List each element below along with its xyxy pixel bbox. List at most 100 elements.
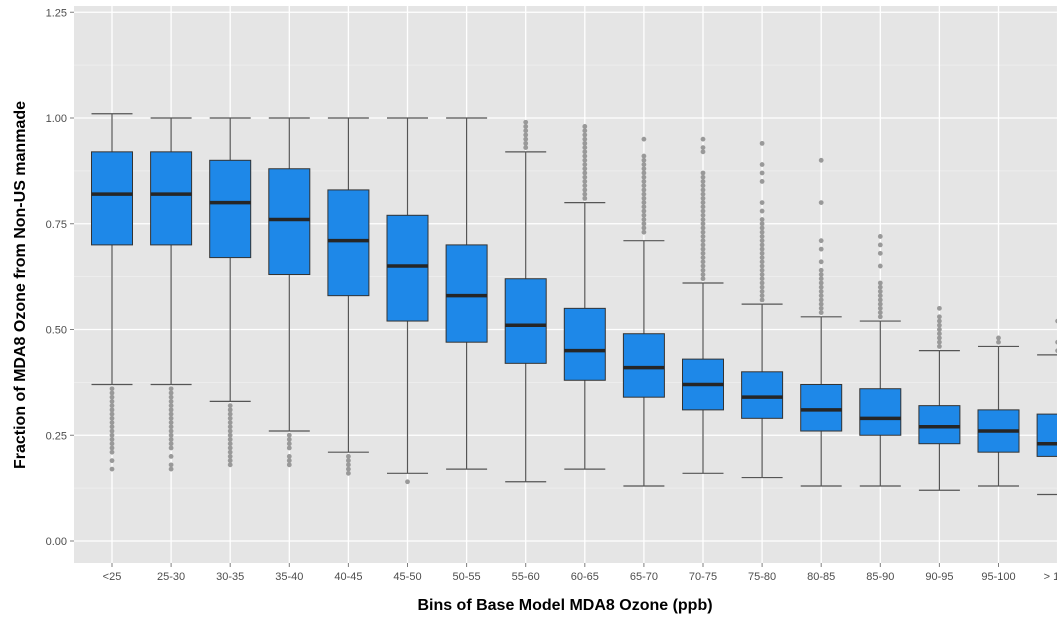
box-45-50 xyxy=(386,117,429,485)
outlier-point xyxy=(700,191,706,197)
y-axis-title: Fraction of MDA8 Ozone from Non-US manma… xyxy=(12,101,29,469)
outlier-point xyxy=(877,305,883,311)
outlier-point xyxy=(641,225,647,231)
outlier-point xyxy=(818,157,824,163)
outlier-point xyxy=(877,263,883,269)
outlier-point xyxy=(759,200,765,206)
outlier-point xyxy=(523,124,529,129)
outlier-point xyxy=(168,415,174,421)
iqr-box xyxy=(504,278,547,364)
outlier-point xyxy=(759,242,765,248)
outlier-point xyxy=(818,259,824,265)
outlier-point xyxy=(109,441,115,447)
outlier-point xyxy=(582,145,588,151)
y-tick-label: 0.00 xyxy=(46,536,67,548)
outlier-point xyxy=(700,276,706,282)
outlier-point xyxy=(937,335,942,341)
outlier-point xyxy=(759,297,765,303)
outlier-point xyxy=(346,462,351,468)
x-tick-label: 65-70 xyxy=(630,571,658,583)
outlier-point xyxy=(582,166,588,172)
outlier-point xyxy=(168,399,174,404)
outlier-point xyxy=(996,339,1001,345)
outlier-point xyxy=(700,267,706,273)
outlier-point xyxy=(818,272,824,277)
x-tick-label: 40-45 xyxy=(334,571,362,583)
x-tick-label: 55-60 xyxy=(512,571,540,583)
outlier-point xyxy=(877,289,883,294)
outlier-point xyxy=(227,403,233,409)
plot-panel xyxy=(74,6,1057,563)
outlier-point xyxy=(523,140,529,146)
outlier-point xyxy=(523,128,529,134)
outlier-point xyxy=(700,149,706,155)
outlier-point xyxy=(109,424,115,430)
outlier-point xyxy=(109,415,115,421)
outlier-point xyxy=(700,208,706,214)
x-tick-label: 60-65 xyxy=(571,571,599,583)
outlier-point xyxy=(759,276,765,282)
outlier-point xyxy=(641,200,647,206)
outlier-point xyxy=(168,462,174,468)
outlier-point xyxy=(700,225,706,231)
iqr-box xyxy=(918,405,961,445)
outlier-point xyxy=(759,289,765,294)
outlier-point xyxy=(168,428,174,434)
x-tick-label: 35-40 xyxy=(275,571,303,583)
outlier-point xyxy=(227,424,233,430)
outlier-point xyxy=(877,284,883,290)
outlier-point xyxy=(227,462,233,468)
outlier-point xyxy=(700,263,706,269)
outlier-point xyxy=(700,272,706,277)
outlier-point xyxy=(168,454,174,459)
outlier-point xyxy=(759,280,765,286)
outlier-point xyxy=(759,179,765,184)
outlier-point xyxy=(877,297,883,303)
box-25-30 xyxy=(150,117,193,472)
outlier-point xyxy=(759,263,765,269)
box-50-55 xyxy=(445,117,488,470)
outlier-point xyxy=(109,432,115,438)
outlier-point xyxy=(818,276,824,282)
outlier-point xyxy=(523,136,529,142)
box-75-80 xyxy=(741,140,784,479)
iqr-box xyxy=(622,333,665,398)
outlier-point xyxy=(641,162,647,167)
iqr-box xyxy=(800,383,843,432)
outlier-point xyxy=(109,458,115,464)
box-30-35 xyxy=(209,117,252,468)
box-70-75 xyxy=(682,136,724,474)
outlier-point xyxy=(168,424,174,430)
iqr-box xyxy=(1036,413,1057,457)
outlier-point xyxy=(641,229,647,235)
outlier-point xyxy=(168,411,174,417)
x-tick-label: > 100 xyxy=(1044,571,1057,583)
x-axis: <25 25-30 30-35 35-40 40-45 45-50 50-55 55-60 60… xyxy=(103,563,1057,583)
outlier-point xyxy=(168,437,174,442)
outlier-point xyxy=(227,449,233,455)
outlier-point xyxy=(582,157,588,163)
outlier-point xyxy=(346,466,351,472)
outlier-point xyxy=(937,314,942,320)
outlier-point xyxy=(937,344,942,349)
outlier-point xyxy=(641,187,647,193)
box-90-95 xyxy=(918,305,961,491)
outlier-point xyxy=(641,136,647,142)
outlier-point xyxy=(286,432,292,438)
outlier-point xyxy=(109,449,115,455)
outlier-point xyxy=(109,386,115,392)
outlier-point xyxy=(109,394,115,400)
outlier-point xyxy=(700,221,706,227)
x-tick-label: 80-85 xyxy=(807,571,835,583)
outlier-point xyxy=(937,327,942,332)
box-35-40 xyxy=(268,117,311,468)
outlier-point xyxy=(582,179,588,184)
outlier-point xyxy=(582,183,588,189)
outlier-point xyxy=(759,221,765,227)
box-<25 xyxy=(91,113,133,472)
outlier-point xyxy=(641,208,647,214)
outlier-point xyxy=(346,458,351,464)
outlier-point xyxy=(641,204,647,210)
x-tick-label: 30-35 xyxy=(216,571,244,583)
iqr-box xyxy=(445,244,488,343)
